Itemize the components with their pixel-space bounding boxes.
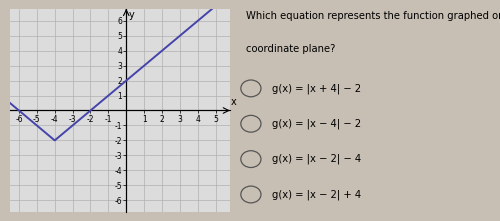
Text: x: x — [231, 97, 236, 107]
Text: y: y — [129, 10, 134, 20]
Text: g(x) = |x − 4| − 2: g(x) = |x − 4| − 2 — [272, 118, 361, 129]
Text: g(x) = |x − 2| + 4: g(x) = |x − 2| + 4 — [272, 189, 361, 200]
Text: coordinate plane?: coordinate plane? — [246, 44, 335, 54]
Text: g(x) = |x − 2| − 4: g(x) = |x − 2| − 4 — [272, 154, 361, 164]
Text: g(x) = |x + 4| − 2: g(x) = |x + 4| − 2 — [272, 83, 361, 94]
Text: Which equation represents the function graphed on the: Which equation represents the function g… — [246, 11, 500, 21]
